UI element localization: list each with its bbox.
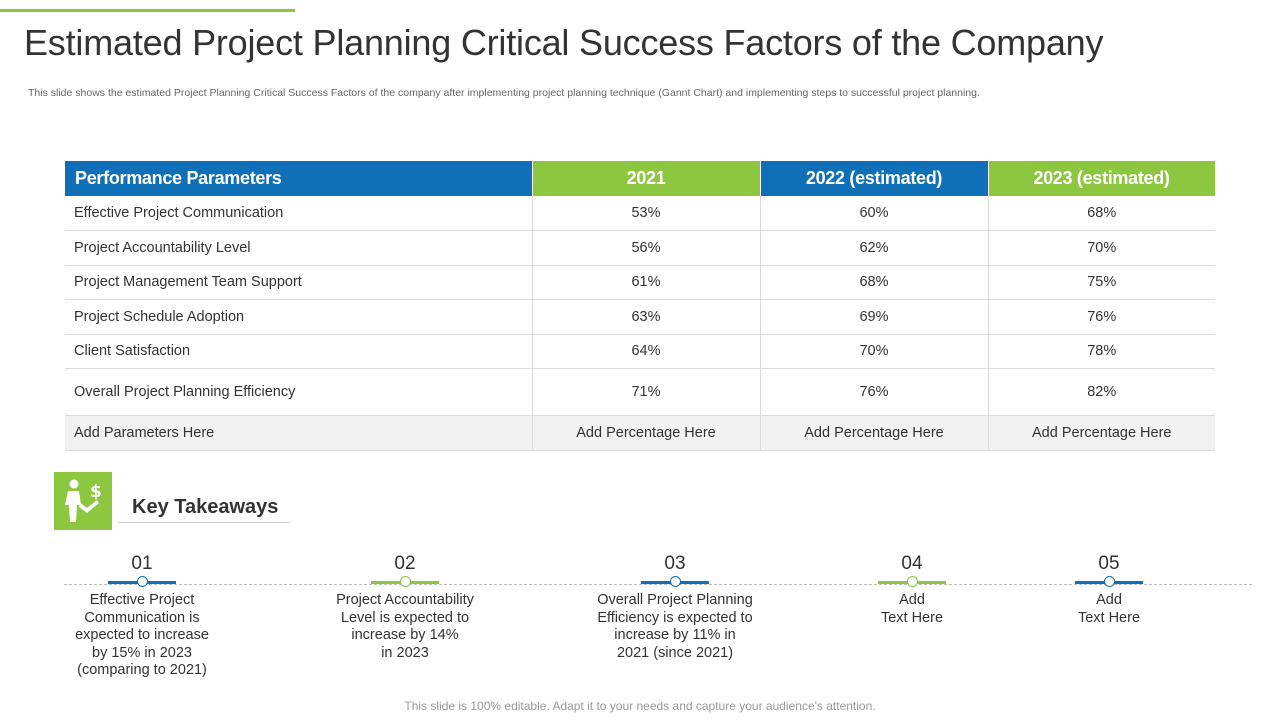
step-number: 05	[1098, 553, 1120, 574]
step-text: Project Accountability Level is expected…	[320, 592, 490, 662]
cell-2022: 62%	[760, 230, 989, 266]
step-text-line: Efficiency is expected to	[597, 609, 753, 626]
svg-text:$: $	[90, 482, 102, 502]
step-dot	[670, 576, 681, 587]
step-text-line: Communication is	[84, 609, 200, 626]
step-text: Add Text Here	[827, 592, 997, 627]
header-2021: 2021	[532, 161, 761, 196]
table-row: Overall Project Planning Efficiency 71% …	[65, 368, 1215, 416]
step-dot	[907, 576, 918, 587]
key-takeaways-icon-box: $	[54, 472, 112, 530]
step-number: 04	[901, 553, 923, 574]
step-text-line: by 15% in 2023	[92, 644, 192, 661]
cell-2021: 63%	[532, 299, 761, 335]
table-row: Project Schedule Adoption 63% 69% 76%	[65, 299, 1215, 335]
table-header-row: Performance Parameters 2021 2022 (estima…	[65, 161, 1216, 196]
timeline-dashed-line	[64, 584, 1252, 585]
cell-2021: 71%	[532, 368, 761, 416]
cell-2023: 68%	[988, 196, 1215, 231]
step-bar	[371, 576, 439, 587]
table-row: Client Satisfaction 64% 70% 78%	[65, 334, 1215, 369]
page-subtitle: This slide shows the estimated Project P…	[28, 87, 980, 99]
header-parameters: Performance Parameters	[65, 161, 533, 196]
cell-2023: 70%	[988, 230, 1215, 266]
row-label: Effective Project Communication	[65, 196, 533, 231]
cell-2023: 76%	[988, 299, 1215, 335]
step-number: 01	[131, 553, 153, 574]
table-row: Effective Project Communication 53% 60% …	[65, 196, 1215, 231]
cell-2023: Add Percentage Here	[988, 415, 1215, 451]
title-accent-line	[0, 9, 295, 12]
takeaway-step: 05 Add Text Here	[1024, 553, 1194, 627]
step-text-line: Add	[1096, 592, 1122, 608]
takeaway-step: 04 Add Text Here	[827, 553, 997, 627]
table-row: Project Management Team Support 61% 68% …	[65, 265, 1215, 300]
row-label: Add Parameters Here	[65, 415, 533, 451]
performance-table: Performance Parameters 2021 2022 (estima…	[65, 161, 1216, 451]
row-label: Project Accountability Level	[65, 230, 533, 266]
step-text-line: Level is expected to	[340, 609, 470, 626]
step-dot	[137, 576, 148, 587]
step-text-line: Text Here	[1077, 609, 1141, 626]
cell-2021: 61%	[532, 265, 761, 300]
cell-2022: 70%	[760, 334, 989, 369]
step-text-line: Overall Project Planning	[597, 592, 753, 608]
key-takeaways-title: Key Takeaways	[132, 496, 279, 518]
row-label: Client Satisfaction	[65, 334, 533, 369]
step-text-line: Add	[899, 592, 925, 608]
step-bar	[1075, 576, 1143, 587]
header-2022: 2022 (estimated)	[760, 161, 989, 196]
step-text-line: (comparing to 2021)	[77, 662, 207, 678]
table-row: Project Accountability Level 56% 62% 70%	[65, 230, 1215, 266]
cell-2022: 69%	[760, 299, 989, 335]
cell-2021: 56%	[532, 230, 761, 266]
step-bar	[108, 576, 176, 587]
step-text-line: expected to increase	[75, 627, 209, 643]
takeaway-step: 03 Overall Project Planning Efficiency i…	[590, 553, 760, 662]
step-text: Effective Project Communication is expec…	[57, 592, 227, 680]
cell-2021: Add Percentage Here	[532, 415, 761, 451]
step-text-line: Project Accountability	[336, 592, 474, 608]
step-text-line: in 2023	[381, 644, 429, 661]
cell-2022: 68%	[760, 265, 989, 300]
cell-2022: 76%	[760, 368, 989, 416]
step-text: Overall Project Planning Efficiency is e…	[590, 592, 760, 662]
cell-2022: Add Percentage Here	[760, 415, 989, 451]
step-text-line: increase by 11% in	[614, 627, 736, 643]
page-title: Estimated Project Planning Critical Succ…	[24, 22, 1104, 63]
row-label: Project Schedule Adoption	[65, 299, 533, 335]
table-row-placeholder: Add Parameters Here Add Percentage Here …	[65, 415, 1215, 451]
step-number: 02	[394, 553, 416, 574]
cell-2021: 53%	[532, 196, 761, 231]
row-label: Overall Project Planning Efficiency	[65, 368, 533, 416]
step-text-line: 2021 (since 2021)	[616, 644, 734, 661]
person-dollar-icon: $	[65, 479, 102, 522]
takeaway-step: 01 Effective Project Communication is ex…	[57, 553, 227, 680]
cell-2021: 64%	[532, 334, 761, 369]
row-label: Project Management Team Support	[65, 265, 533, 300]
cell-2023: 75%	[988, 265, 1215, 300]
cell-2022: 60%	[760, 196, 989, 231]
takeaway-step: 02 Project Accountability Level is expec…	[320, 553, 490, 662]
step-dot	[1104, 576, 1115, 587]
step-text-line: Text Here	[880, 609, 944, 626]
step-number: 03	[664, 553, 686, 574]
step-bar	[641, 576, 709, 587]
step-bar	[878, 576, 946, 587]
footer-note: This slide is 100% editable. Adapt it to…	[404, 699, 876, 713]
cell-2023: 78%	[988, 334, 1215, 369]
key-takeaways-underline	[118, 522, 290, 523]
step-dot	[400, 576, 411, 587]
step-text-line: Effective Project	[89, 592, 195, 608]
cell-2023: 82%	[988, 368, 1215, 416]
step-text-line: increase by 14%	[351, 627, 459, 643]
header-2023: 2023 (estimated)	[988, 161, 1216, 196]
step-text: Add Text Here	[1024, 592, 1194, 627]
